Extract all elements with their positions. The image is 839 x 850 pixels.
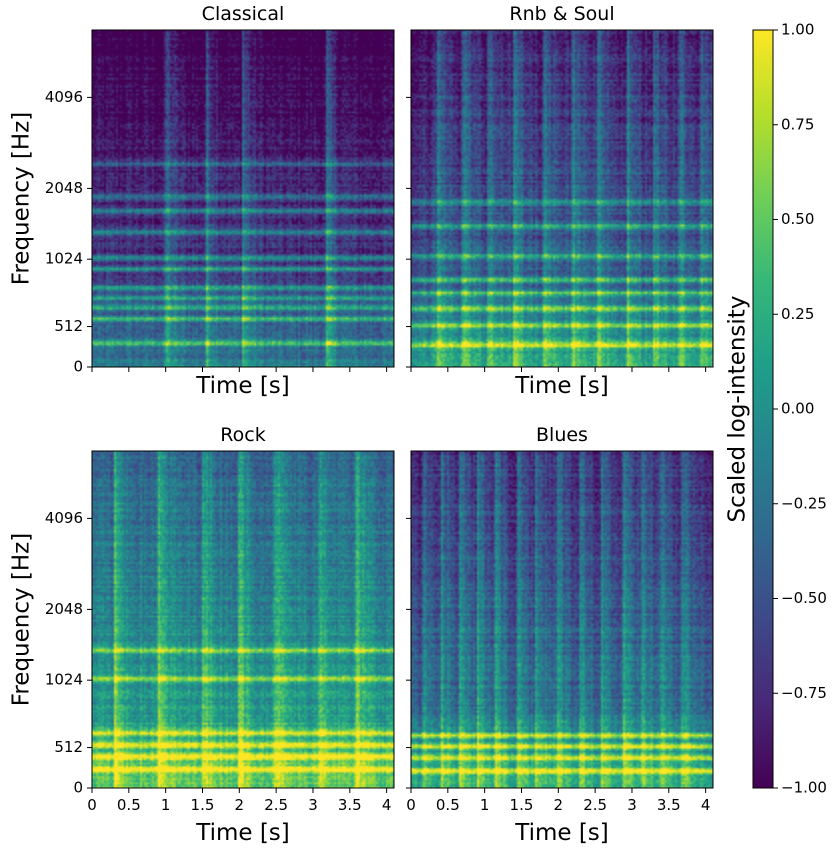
colorbar-tick-label: −0.75 [781, 684, 827, 702]
x-axis-label: Time [s] [195, 820, 290, 846]
colorbar-tick-label: −0.50 [781, 589, 827, 607]
x-tick-label: 4 [382, 796, 392, 814]
spectrogram-heatmap [411, 30, 713, 367]
y-tick-label: 4096 [45, 88, 83, 106]
y-tick-label: 4096 [45, 509, 83, 527]
axes-frame [91, 29, 395, 368]
panel-title: Classical [202, 3, 285, 25]
panel-title: Blues [536, 424, 588, 446]
x-tick-label: 3 [627, 796, 637, 814]
spectrogram-heatmap [92, 30, 394, 367]
x-tick-label: 1.5 [191, 796, 215, 814]
colorbar-tick-label: 0.50 [781, 210, 814, 228]
panel-title: Rnb & Soul [509, 3, 614, 25]
x-tick-label: 4 [701, 796, 711, 814]
x-tick-label: 0 [87, 796, 97, 814]
x-tick-label: 3.5 [657, 796, 681, 814]
spectrogram-panel-2: Rock Time [s] Frequency [Hz] 0 0.5 1 1.5 2 2.5 3 3… [9, 424, 395, 846]
x-tick-label: 3.5 [338, 796, 362, 814]
y-tick-label: 512 [54, 317, 83, 335]
y-tick-label: 2048 [45, 179, 83, 197]
colorbar-tick-label: −0.25 [781, 494, 827, 512]
panel-title: Rock [220, 424, 265, 446]
y-tick-label: 1024 [45, 250, 83, 268]
y-tick-label: 1024 [45, 671, 83, 689]
y-tick-label: 2048 [45, 600, 83, 618]
x-tick-label: 2.5 [583, 796, 607, 814]
colorbar-tick-label: 1.00 [781, 21, 814, 39]
y-axis-label: Frequency [Hz] [9, 112, 35, 285]
x-tick-label: 0.5 [436, 796, 460, 814]
colorbar-tick-label: 0.75 [781, 115, 814, 133]
spectrogram-heatmap [92, 451, 394, 788]
spectrogram-panel-3: Blues Time [s] 0 0.5 1 1.5 2 2.5 3 3.5 4 [406, 424, 714, 846]
x-tick-label: 0.5 [117, 796, 141, 814]
x-tick-label: 1 [161, 796, 171, 814]
axes-frame [410, 450, 714, 789]
colorbar-label: Scaled log-intensity [725, 296, 751, 523]
x-tick-label: 0 [406, 796, 416, 814]
x-tick-label: 3 [308, 796, 318, 814]
spectrogram-panel-1: Rnb & Soul Time [s] [406, 3, 714, 399]
colorbar-tick-label: −1.00 [781, 779, 827, 797]
x-tick-label: 1 [480, 796, 490, 814]
axes-frame [91, 450, 395, 789]
x-axis-label: Time [s] [514, 373, 609, 399]
spectrogram-heatmap [411, 451, 713, 788]
axes-frame [410, 29, 714, 368]
colorbar-tick-label: 0.00 [781, 400, 814, 418]
x-tick-label: 2 [554, 796, 564, 814]
colorbar: 1.00 0.75 0.50 0.25 0.00 −0.25 −0.50 −0.75 −1.00… [725, 21, 827, 797]
spectrogram-panel-0: Classical Time [s] Frequency [Hz] 0 512 1024 2… [9, 3, 395, 399]
x-axis-label: Time [s] [195, 373, 290, 399]
y-tick-label: 0 [73, 779, 83, 797]
colorbar-gradient [752, 29, 774, 789]
colorbar-tick-label: 0.25 [781, 305, 814, 323]
x-tick-label: 1.5 [510, 796, 534, 814]
y-tick-label: 512 [54, 738, 83, 756]
x-tick-label: 2.5 [264, 796, 288, 814]
x-axis-label: Time [s] [514, 820, 609, 846]
y-axis-label: Frequency [Hz] [9, 533, 35, 706]
x-tick-label: 2 [235, 796, 245, 814]
y-tick-label: 0 [73, 358, 83, 376]
